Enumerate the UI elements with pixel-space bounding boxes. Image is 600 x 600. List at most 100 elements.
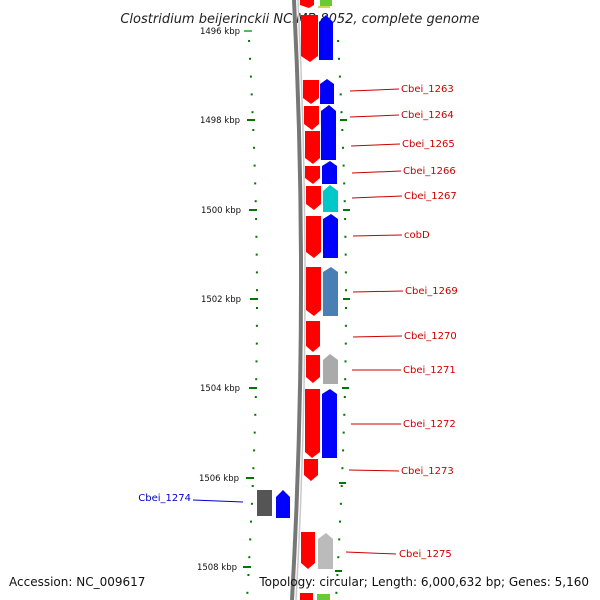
reverse-strand-genes [257,0,338,600]
gene-feature-cbei-1272 [305,389,320,458]
gene-label-cbei-1272: Cbei_1272 [403,419,456,430]
minor-tick-right [345,307,347,309]
gene-feature-1 [301,15,318,62]
right-major-ticks [335,119,350,572]
minor-tick-left [255,360,258,363]
gene-label-cbei-1263: Cbei_1263 [401,84,454,95]
minor-tick-left [256,307,258,309]
genome-stats-text: Topology: circular; Length: 6,000,632 bp… [258,575,589,589]
minor-tick-right [341,467,344,470]
minor-tick-right [343,182,346,185]
minor-tick-right [338,538,341,541]
minor-tick-left [251,485,254,487]
gene-label-cobd: cobD [404,230,430,241]
gene-feature-cbei-1265 [305,131,320,164]
minor-ticks [246,40,347,594]
minor-tick-left [247,574,250,576]
minor-tick-right [344,218,347,220]
minor-tick-left [246,591,249,594]
tick-label-1506: 1506 kbp [199,474,239,484]
gene-label-cbei-1275: Cbei_1275 [399,549,452,560]
gene-label-cbei-1267: Cbei_1267 [404,191,457,202]
minor-tick-left [255,378,258,381]
minor-tick-right [342,164,345,167]
minor-tick-left [254,413,257,416]
gene-label-cbei-1265: Cbei_1265 [402,139,455,150]
minor-tick-left [250,502,253,505]
minor-tick-right [344,324,347,327]
gene-feature-cbei-1267 [306,186,321,210]
minor-tick-right [342,146,344,149]
minor-tick-right [342,431,345,434]
minor-tick-right [343,396,346,398]
minor-tick-left [256,289,258,292]
minor-tick-left [250,520,252,523]
minor-tick-left [255,271,258,274]
gene-feature-cbei-1273 [304,459,318,481]
minor-tick-right [339,93,342,96]
minor-tick-left [253,146,255,149]
minor-tick-left [251,111,254,114]
minor-tick-left [252,129,255,131]
gene-feature-cbei-1275 [301,532,315,569]
tick-label-1504: 1504 kbp [200,384,240,394]
minor-tick-right [341,129,344,131]
minor-tick-right [339,502,342,505]
minor-tick-right [338,57,340,60]
minor-tick-left [249,538,252,541]
gene-labels: Cbei_1263 Cbei_1264 Cbei_1265 Cbei_1266 … [138,84,457,560]
gene-label-cbei-1271: Cbei_1271 [403,365,456,376]
tick-label-1500: 1500 kbp [201,206,241,216]
minor-tick-left [255,324,258,327]
minor-tick-left [250,93,253,96]
minor-tick-right [337,556,340,559]
gene-label-cbei-1270: Cbei_1270 [404,331,457,342]
minor-tick-left [255,342,258,345]
minor-tick-left [248,40,251,42]
minor-tick-left [248,556,251,559]
tick-label-1502: 1502 kbp [201,295,241,305]
gene-top-stub [300,0,314,8]
minor-tick-left [249,75,252,78]
forward-strand-genes [300,0,321,600]
minor-tick-right [335,591,338,594]
accession-text: Accession: NC_009617 [9,575,145,589]
minor-tick-right [338,75,341,78]
tick-label-1508: 1508 kbp [197,563,237,573]
minor-tick-right [345,289,347,292]
minor-tick-left [252,467,255,470]
minor-tick-right [344,360,347,363]
minor-tick-right [344,253,347,256]
minor-tick-left [249,57,251,60]
genome-backbone [290,0,306,600]
minor-tick-right [340,485,343,487]
minor-tick-right [344,271,347,274]
gene-label-cbei-1273: Cbei_1273 [401,466,454,477]
minor-tick-left [253,431,256,434]
gene-label-cbei-1274: Cbei_1274 [138,493,191,504]
tick-label-1498: 1498 kbp [200,116,240,126]
minor-tick-left [255,253,258,256]
minor-tick-right [344,235,347,238]
minor-tick-right [339,520,341,523]
major-ticks [243,30,258,568]
tick-label-1496: 1496 kbp [200,27,240,37]
map-title: Clostridium beijerinckii NCIMB 8052, com… [120,12,479,27]
gene-bottom-stub [300,593,313,600]
minor-tick-right [340,111,343,114]
gene-feature-cbei-1271 [306,355,320,383]
gene-feature-cbei-1264 [304,106,319,130]
minor-tick-left [255,218,258,220]
minor-tick-left [253,164,256,167]
gene-feature-cbei-1270 [306,321,320,352]
minor-tick-right [336,574,339,576]
minor-tick-left [254,200,257,203]
gene-label-cbei-1266: Cbei_1266 [403,166,456,177]
minor-tick-left [254,182,257,185]
minor-tick-right [343,200,346,203]
minor-tick-left [255,235,258,238]
gene-label-cbei-1264: Cbei_1264 [401,110,454,121]
minor-tick-right [342,449,345,452]
gene-feature-cbei-1269 [306,267,321,316]
